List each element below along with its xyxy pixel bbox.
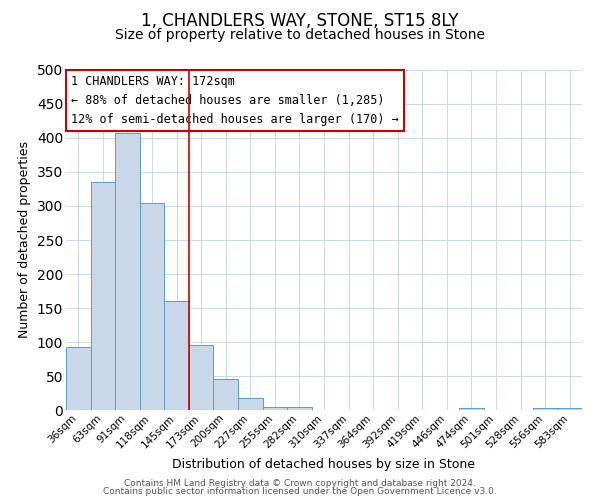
X-axis label: Distribution of detached houses by size in Stone: Distribution of detached houses by size … xyxy=(173,458,476,471)
Bar xyxy=(66,347,91,410)
Text: 1, CHANDLERS WAY, STONE, ST15 8LY: 1, CHANDLERS WAY, STONE, ST15 8LY xyxy=(141,12,459,30)
Bar xyxy=(214,380,238,410)
Bar xyxy=(557,408,582,410)
Bar xyxy=(140,202,164,410)
Text: Size of property relative to detached houses in Stone: Size of property relative to detached ho… xyxy=(115,28,485,42)
Bar xyxy=(164,301,189,410)
Bar xyxy=(189,346,214,410)
Bar xyxy=(115,132,140,410)
Bar xyxy=(459,408,484,410)
Text: Contains HM Land Registry data © Crown copyright and database right 2024.: Contains HM Land Registry data © Crown c… xyxy=(124,478,476,488)
Bar xyxy=(287,408,312,410)
Bar xyxy=(238,398,263,410)
Bar xyxy=(263,408,287,410)
Text: Contains public sector information licensed under the Open Government Licence v3: Contains public sector information licen… xyxy=(103,487,497,496)
Bar xyxy=(91,182,115,410)
Bar xyxy=(533,408,557,410)
Text: 1 CHANDLERS WAY: 172sqm
← 88% of detached houses are smaller (1,285)
12% of semi: 1 CHANDLERS WAY: 172sqm ← 88% of detache… xyxy=(71,75,399,126)
Y-axis label: Number of detached properties: Number of detached properties xyxy=(18,142,31,338)
